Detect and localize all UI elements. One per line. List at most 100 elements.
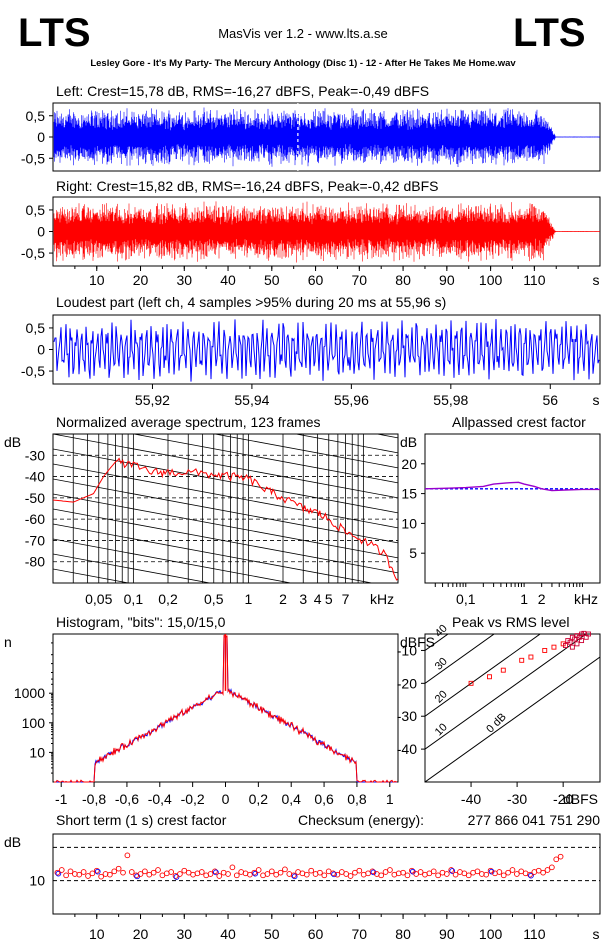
short-crest-ylabel: dB [4,834,21,850]
histogram-ytick-label: 10 [29,744,45,760]
checksum-label: Checksum (energy): [298,812,424,828]
spectrum-slope-line [53,553,212,583]
spectrum-xtick-label: 3 [299,591,307,607]
short-crest-xtick-label: 100 [479,926,503,942]
short-crest-point [308,867,315,874]
app-title: MasVis ver 1.2 - www.lts.a.se [218,26,388,41]
short-crest-point [448,867,455,873]
spectrum-xtick-label: 1 [244,591,252,607]
short-crest-point [168,869,175,875]
right-waveform-xtick-label: 40 [220,272,236,288]
allpassed-xtick-label: 2 [538,591,546,607]
spectrum-slope-line [53,538,293,583]
histogram-xtick-label: 0,2 [249,791,269,807]
peak-rms-ylabel: dBFS [400,634,435,650]
short-crest-point [435,872,441,879]
short-crest-point [80,869,87,875]
allpassed-ytick-label: 15 [401,486,417,502]
short-crest-point-left [252,870,259,877]
short-crest-point [198,869,205,875]
loudest-xtick-label: 55,94 [234,392,269,408]
short-crest-point [120,869,126,876]
short-crest-point [487,867,494,874]
histogram-xtick-label: -0,4 [148,791,172,807]
loudest-xtick-label: 55,98 [433,392,468,408]
left-waveform-ytick-label: -0,5 [21,150,45,166]
short-crest-point [540,869,546,876]
peak-rms-crest-label: 30 [433,655,450,672]
right-waveform-ytick-label: 0 [37,224,45,240]
short-crest-point-left [94,868,101,875]
spectrum-slope-line [53,434,398,499]
loudest-ytick-label: 0 [37,342,45,358]
right-waveform-signal [53,201,600,263]
short-crest-point [317,869,323,876]
short-crest-point [404,872,411,879]
histogram-xtick-label: 0,8 [347,791,367,807]
spectrum-slope-line [53,493,398,559]
peak-rms-crest-label: 20 [433,688,450,705]
loudest-ytick-label: 0,5 [26,320,46,336]
short-crest-xtick-label: 80 [395,926,411,942]
allpassed-title: Allpassed crest factor [452,414,586,430]
spectrum-ytick-label: -40 [25,469,45,485]
spectrum-slope-line [53,478,398,544]
peak-rms-title: Peak vs RMS level [452,614,569,630]
peak-rms-crest-line [425,634,449,651]
short-crest-frame [52,833,601,915]
short-crest-title: Short term (1 s) crest factor [56,812,227,828]
peak-rms-point [528,654,534,660]
loudest-xtick-label: 55,92 [135,392,170,408]
peak-rms-ytick-label: -10 [397,642,417,658]
allpassed-xtick-label: 0,1 [456,591,476,607]
short-crest-point [76,871,83,878]
spectrum-xtick-label: 0,05 [85,591,112,607]
short-crest-xtick-label: 50 [264,926,280,942]
spectrum-slope-line [212,434,398,469]
short-crest-point-left [449,868,456,874]
short-crest-point [500,872,507,879]
short-crest-point [216,873,223,879]
short-crest-point [177,871,183,877]
short-crest-point [98,873,104,880]
loudest-part-title: Loudest part (left ch, 4 samples >95% du… [56,294,446,310]
short-crest-point [128,869,135,875]
short-crest-xtick-label: 60 [308,926,324,942]
short-crest-point [212,868,218,875]
right-waveform-xtick-label: 90 [439,272,455,288]
short-crest-point [251,869,258,876]
right-waveform-xtick-label: 70 [352,272,368,288]
loudest-xtick-label: 56 [542,392,558,408]
short-crest-point [553,856,560,863]
spectrum-xtick-label: 7 [342,591,350,607]
spectrum-ytick-label: -70 [25,532,45,548]
short-crest-point [400,869,406,876]
right-waveform-xtick-label: 100 [479,272,503,288]
histogram-xtick-label: -1 [55,791,68,807]
loudest-xtick-label: 55,96 [334,392,369,408]
allpassed-ytick-label: 5 [409,545,417,561]
right-waveform-xtick-label: 30 [176,272,192,288]
short-crest-point [465,872,472,879]
short-crest-xtick-label: 70 [352,926,368,942]
histogram-ylabel: n [4,634,12,650]
short-crest-point [408,867,415,874]
short-crest-point [124,852,131,859]
short-crest-point [150,869,157,876]
short-crest-point [142,868,148,875]
spectrum-title: Normalized average spectrum, 123 frames [56,414,321,430]
allpassed-ylabel: dB [400,434,417,450]
histogram-xtick-label: -0,6 [115,791,139,807]
short-crest-point [290,872,297,879]
peak-rms-point [487,674,492,680]
short-crest-point [387,867,393,873]
short-crest-point [483,871,490,878]
short-crest-point [67,868,74,875]
short-crest-point-left [291,873,298,880]
peak-rms-xtick-label: -30 [507,791,527,807]
short-crest-point [137,871,144,877]
peak-rms-crest-line [425,634,541,717]
short-crest-point [527,871,533,878]
right-waveform-xtick-label: 20 [133,272,149,288]
